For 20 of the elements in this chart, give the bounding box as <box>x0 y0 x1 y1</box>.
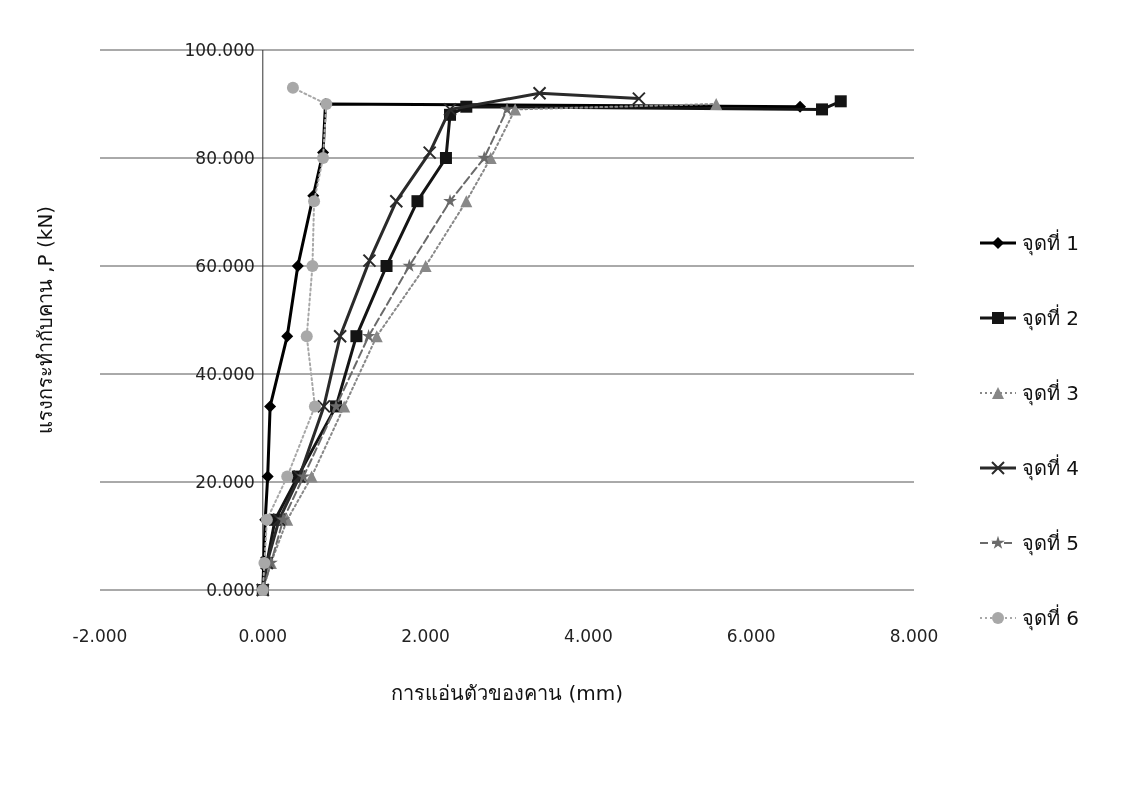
x-tick-label: -2.000 <box>72 626 128 646</box>
legend-label: จุดที่ 5 <box>1022 529 1080 556</box>
legend-label: จุดที่ 2 <box>1022 304 1080 331</box>
y-tick-label: 80.000 <box>195 148 255 168</box>
y-tick-label: 0.000 <box>206 580 255 600</box>
y-tick-label: 40.000 <box>195 364 255 384</box>
y-axis-title: แรงกระทำกับคาน ,P (kN) <box>33 205 57 435</box>
x-tick-label: 6.000 <box>726 626 776 646</box>
legend-label: จุดที่ 3 <box>1022 379 1080 406</box>
x-tick-label: 2.000 <box>401 626 450 646</box>
legend-label: จุดที่ 4 <box>1022 454 1080 481</box>
x-axis-title: การแอ่นตัวของคาน (mm) <box>391 681 623 705</box>
x-tick-label: 4.000 <box>564 626 613 646</box>
y-tick-label: 60.000 <box>195 256 255 276</box>
legend-label: จุดที่ 6 <box>1022 604 1080 631</box>
x-tick-label: 0.000 <box>238 626 288 646</box>
y-tick-label: 20.000 <box>195 472 255 492</box>
x-tick-label: 8.000 <box>889 626 939 646</box>
y-tick-label: 100.000 <box>184 40 255 60</box>
legend-label: จุดที่ 1 <box>1022 229 1080 256</box>
